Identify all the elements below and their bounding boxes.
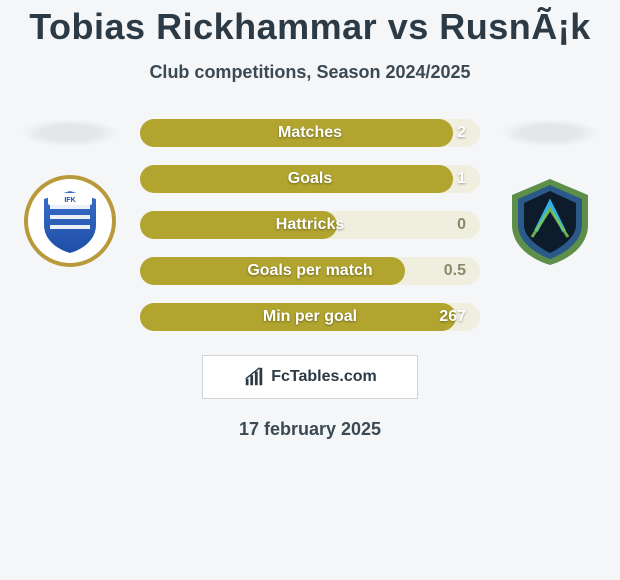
- club-badge-right: [504, 175, 596, 267]
- player-left-marker: [20, 119, 120, 147]
- stat-value: 267: [439, 308, 466, 326]
- bar-chart-icon: [243, 366, 265, 388]
- player-left-col: IFK: [20, 119, 120, 267]
- svg-text:IFK: IFK: [64, 197, 75, 204]
- attribution-text: FcTables.com: [271, 368, 377, 386]
- page-title: Tobias Rickhammar vs RusnÃ¡k: [0, 6, 620, 48]
- stat-label: Goals per match: [247, 262, 372, 280]
- main-row: IFK Matches 2 Goals 1 Hattricks 0 Goals per ma…: [0, 119, 620, 331]
- stat-label: Hattricks: [276, 216, 344, 234]
- stat-value: 2: [457, 124, 466, 142]
- stat-value: 1: [457, 170, 466, 188]
- page-subtitle: Club competitions, Season 2024/2025: [0, 62, 620, 83]
- stat-value: 0: [457, 216, 466, 234]
- stat-row: Goals per match 0.5: [140, 257, 480, 285]
- badge-shield-icon: IFK: [34, 185, 106, 257]
- stat-value: 0.5: [444, 262, 466, 280]
- badge-crest-icon: [504, 175, 596, 267]
- stat-row: Min per goal 267: [140, 303, 480, 331]
- comparison-card: Tobias Rickhammar vs RusnÃ¡k Club compet…: [0, 0, 620, 440]
- player-right-marker: [500, 119, 600, 147]
- player-right-col: [500, 119, 600, 267]
- stats-list: Matches 2 Goals 1 Hattricks 0 Goals per match 0…: [140, 119, 480, 331]
- stat-row: Matches 2: [140, 119, 480, 147]
- stat-row: Goals 1: [140, 165, 480, 193]
- club-badge-left: IFK: [24, 175, 116, 267]
- stat-label: Min per goal: [263, 308, 357, 326]
- generated-date: 17 february 2025: [0, 419, 620, 440]
- attribution-badge[interactable]: FcTables.com: [202, 355, 418, 399]
- stat-row: Hattricks 0: [140, 211, 480, 239]
- stat-label: Goals: [288, 170, 332, 188]
- stat-label: Matches: [278, 124, 342, 142]
